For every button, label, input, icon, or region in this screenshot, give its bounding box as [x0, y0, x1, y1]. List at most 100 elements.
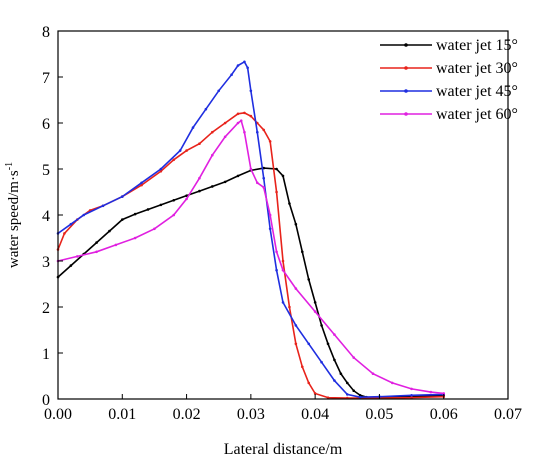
data-point [210, 185, 214, 188]
data-point [108, 229, 111, 233]
data-point [300, 365, 304, 369]
legend-marker [404, 112, 408, 116]
data-point [300, 250, 304, 254]
y-axis: 0 1 2 3 4 5 6 7 8 [42, 24, 63, 409]
x-tick-label: 0.00 [44, 406, 72, 423]
data-point [275, 190, 278, 194]
data-point [262, 186, 266, 189]
y-tick-label: 5 [42, 162, 50, 179]
data-point [172, 158, 176, 162]
data-point [185, 194, 188, 197]
data-point [358, 394, 362, 397]
data-point [210, 153, 214, 157]
data-point [191, 126, 195, 129]
data-point [172, 213, 176, 217]
data-point [75, 255, 79, 258]
data-point [333, 358, 336, 362]
data-point [410, 396, 413, 399]
data-point [275, 268, 278, 272]
data-point [246, 66, 249, 70]
y-tick-label: 6 [42, 116, 50, 133]
data-point [249, 89, 253, 93]
data-point [320, 324, 323, 327]
legend-marker [404, 66, 408, 70]
legend-marker [404, 43, 408, 47]
data-point [281, 268, 285, 272]
y-axis-label-group: water speed/m·s-1 [4, 162, 22, 268]
x-axis-label: Lateral distance/m [224, 441, 343, 458]
data-point [178, 149, 182, 152]
data-point [230, 73, 233, 76]
data-point [307, 278, 311, 281]
data-point [223, 135, 227, 139]
x-tick-label: 0.04 [301, 406, 329, 423]
data-point [275, 167, 278, 171]
data-point [236, 121, 240, 125]
data-point [268, 227, 272, 231]
data-point [281, 259, 285, 263]
data-point [268, 213, 272, 217]
legend-label: water jet 15° [436, 37, 518, 54]
data-point [429, 390, 433, 394]
data-point [352, 389, 356, 393]
x-tick-label: 0.07 [494, 406, 522, 423]
data-point [236, 64, 240, 67]
data-point [133, 236, 137, 240]
legend-label: water jet 60° [436, 106, 518, 123]
data-point [275, 250, 278, 254]
data-point [313, 392, 317, 395]
data-point [146, 208, 150, 211]
data-point [236, 174, 240, 178]
y-tick-label: 8 [42, 24, 50, 41]
data-point [268, 140, 272, 143]
data-point [63, 232, 66, 235]
x-axis: 0.00 0.01 0.02 0.03 0.04 0.05 0.06 0.07 [44, 394, 522, 423]
data-point [172, 198, 176, 202]
x-tick-label: 0.05 [365, 406, 393, 423]
data-point [249, 114, 253, 118]
data-point [294, 222, 298, 226]
y-axis-label-superscript: -1 [4, 162, 15, 170]
x-tick-label: 0.06 [430, 406, 458, 423]
data-point [239, 119, 243, 122]
data-point [294, 324, 298, 327]
data-point [281, 301, 285, 304]
data-point [120, 195, 124, 198]
y-tick-label: 1 [42, 346, 50, 363]
data-point [185, 149, 188, 152]
legend-marker [404, 89, 408, 93]
y-tick-label: 2 [42, 300, 50, 317]
data-point [410, 394, 413, 397]
data-point [288, 202, 291, 205]
data-point [140, 181, 143, 185]
data-point [281, 174, 285, 178]
data-point [223, 121, 227, 125]
data-point [159, 170, 163, 173]
data-point [133, 212, 137, 216]
data-point [442, 392, 446, 395]
series-line-3 [57, 60, 444, 398]
legend-label: water jet 30° [436, 60, 518, 77]
data-point [255, 130, 259, 134]
y-axis-label: water speed/m·s-1 [4, 162, 22, 268]
data-point [288, 305, 291, 309]
y-tick-label: 7 [42, 70, 50, 87]
data-point [313, 301, 317, 304]
data-point [243, 111, 246, 115]
data-point [140, 183, 143, 187]
y-tick-label: 0 [42, 392, 50, 409]
x-tick-label: 0.01 [108, 406, 136, 423]
data-point [236, 112, 240, 116]
data-point [358, 395, 362, 399]
y-axis-label-main: water speed/m·s [6, 170, 22, 268]
data-point [198, 142, 201, 145]
series-layer [56, 60, 446, 400]
data-point [69, 222, 73, 226]
data-point [294, 342, 298, 346]
data-point [249, 167, 253, 171]
data-point [159, 203, 163, 207]
data-point [185, 197, 188, 201]
data-point [262, 176, 266, 180]
data-point [120, 218, 124, 221]
